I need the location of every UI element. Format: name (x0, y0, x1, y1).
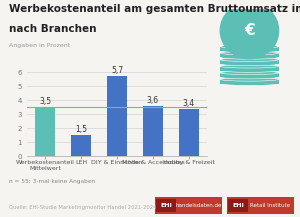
FancyBboxPatch shape (220, 47, 279, 51)
Text: €: € (244, 23, 255, 38)
Text: Angaben in Prozent: Angaben in Prozent (9, 43, 70, 48)
Bar (107, 76, 127, 156)
Bar (143, 106, 163, 156)
Text: EHI: EHI (232, 203, 244, 208)
Ellipse shape (220, 75, 279, 79)
Ellipse shape (220, 82, 279, 85)
Bar (35, 107, 55, 156)
Text: 5,7: 5,7 (111, 66, 123, 75)
FancyBboxPatch shape (228, 199, 248, 212)
FancyBboxPatch shape (220, 73, 279, 77)
Text: 1,5: 1,5 (75, 125, 87, 134)
Bar (71, 135, 91, 156)
Ellipse shape (220, 58, 279, 61)
Ellipse shape (220, 69, 279, 72)
Ellipse shape (220, 45, 279, 48)
Ellipse shape (220, 71, 279, 75)
FancyBboxPatch shape (220, 60, 279, 64)
Text: 3,4: 3,4 (183, 99, 195, 108)
Text: 3,6: 3,6 (147, 96, 159, 105)
Ellipse shape (220, 64, 279, 68)
FancyBboxPatch shape (220, 53, 279, 58)
Circle shape (220, 2, 279, 59)
Ellipse shape (220, 56, 279, 59)
Text: handelsdaten.de: handelsdaten.de (175, 203, 222, 208)
Bar (179, 108, 199, 156)
Text: Werbekostenanteil am gesamten Bruttoumsatz im Jahr 2021: Werbekostenanteil am gesamten Bruttoumsa… (9, 4, 300, 14)
Ellipse shape (220, 49, 279, 53)
FancyBboxPatch shape (220, 79, 279, 84)
Text: EHI: EHI (160, 203, 172, 208)
Text: Retail Institute: Retail Institute (250, 203, 290, 208)
Text: n = 55; 3-mal keine Angaben: n = 55; 3-mal keine Angaben (9, 179, 95, 184)
Ellipse shape (220, 62, 279, 66)
Ellipse shape (220, 51, 279, 55)
Ellipse shape (220, 78, 279, 81)
Text: nach Branchen: nach Branchen (9, 24, 97, 34)
Text: 3,5: 3,5 (39, 97, 51, 106)
FancyBboxPatch shape (220, 66, 279, 71)
FancyBboxPatch shape (156, 199, 176, 212)
Text: Quelle: EHI-Studie Marketingmonitor Handel 2021-2024: Quelle: EHI-Studie Marketingmonitor Hand… (9, 205, 157, 210)
